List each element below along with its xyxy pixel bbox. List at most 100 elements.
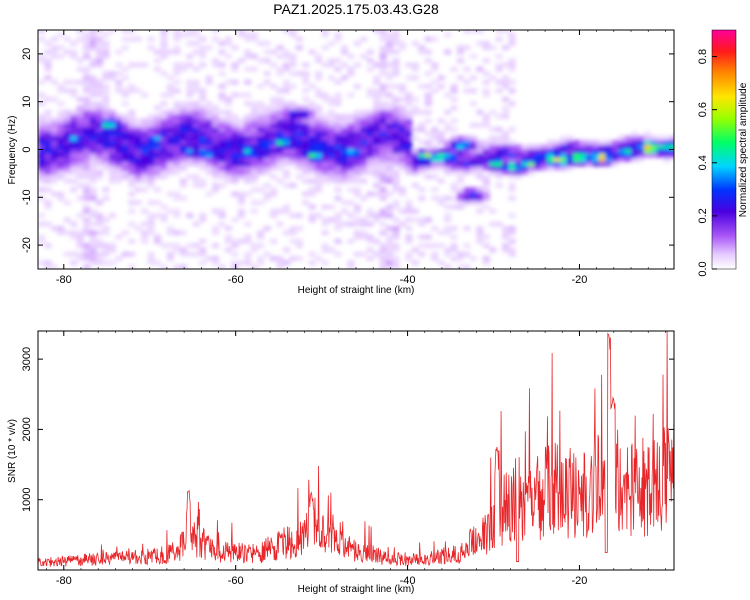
heatmap-cell <box>237 170 245 175</box>
heatmap-cell <box>495 127 503 132</box>
heatmap-cell <box>57 148 65 154</box>
heatmap-cell <box>276 260 284 266</box>
heatmap-cell <box>334 217 342 223</box>
heatmap-cell <box>379 161 387 167</box>
heatmap-cell <box>237 157 245 163</box>
heatmap-cell <box>308 213 316 218</box>
heatmap-cell <box>128 84 136 89</box>
heatmap-cell <box>199 62 207 68</box>
heatmap-cell <box>450 243 458 249</box>
heatmap-cell <box>257 135 265 141</box>
heatmap-cell <box>456 49 465 55</box>
heatmap-cell <box>366 221 374 227</box>
heatmap-cell <box>566 165 574 171</box>
heatmap-cell <box>186 114 194 120</box>
heatmap-cell <box>605 157 613 163</box>
heatmap-cell <box>489 208 497 214</box>
heatmap-cell <box>379 105 387 111</box>
heatmap-cell <box>57 101 65 107</box>
heatmap-cell <box>257 109 265 115</box>
heatmap-cell <box>502 139 510 145</box>
heatmap-cell <box>50 174 58 180</box>
heatmap-cell <box>328 131 336 137</box>
heatmap-cell <box>141 152 149 158</box>
heatmap-cell <box>57 230 65 236</box>
heatmap-cell <box>328 135 336 141</box>
heatmap-cell <box>134 165 142 171</box>
heatmap-cell <box>489 157 497 163</box>
heatmap-cell <box>231 161 239 167</box>
heatmap-cell <box>469 161 477 167</box>
heatmap-cell <box>63 161 71 167</box>
heatmap-cell <box>141 165 149 171</box>
heatmap-cell <box>263 148 271 154</box>
heatmap-cell <box>128 139 136 145</box>
heatmap-cell <box>424 243 432 249</box>
heatmap-cell <box>347 213 355 218</box>
heatmap-cell <box>57 152 65 158</box>
heatmap-cell <box>482 256 490 261</box>
heatmap-cell <box>250 53 258 59</box>
heatmap-cell <box>663 144 671 150</box>
heatmap-cell <box>76 182 84 188</box>
heatmap-cell <box>44 243 52 249</box>
heatmap-cell <box>482 45 490 51</box>
heatmap-cell <box>250 152 258 158</box>
heatmap-cell <box>160 92 168 98</box>
heatmap-cell <box>212 135 220 141</box>
heatmap-cell <box>237 122 245 128</box>
heatmap-cell <box>405 75 413 81</box>
heatmap-cell <box>224 109 232 115</box>
heatmap-cell <box>302 127 310 132</box>
heatmap-cell <box>289 238 297 244</box>
heatmap-cell <box>121 157 129 163</box>
heatmap-cell <box>282 204 290 210</box>
heatmap-cell <box>70 118 78 124</box>
heatmap-cell <box>347 66 355 72</box>
heatmap-cell <box>257 58 265 64</box>
heatmap-cell <box>134 152 142 158</box>
heatmap-cell <box>192 122 200 128</box>
heatmap-cell <box>237 208 245 214</box>
heatmap-cell <box>276 122 284 128</box>
heatmap-cell <box>398 148 407 154</box>
heatmap-cell <box>160 32 168 38</box>
heatmap-cell <box>398 135 407 141</box>
heatmap-cell <box>57 139 65 145</box>
heatmap-cell <box>244 32 252 38</box>
heatmap-cell <box>96 157 104 163</box>
heatmap-cell <box>76 30 84 33</box>
heatmap-cell <box>205 75 213 81</box>
heatmap-cell <box>450 256 458 261</box>
heatmap-cell <box>102 247 110 253</box>
heatmap-cell <box>44 135 52 141</box>
heatmap-cell <box>70 187 78 193</box>
heatmap-cell <box>205 165 213 171</box>
heatmap-cell <box>186 251 194 257</box>
heatmap-cell <box>624 157 632 163</box>
heatmap-cell <box>502 161 510 167</box>
heatmap-cell <box>147 165 155 171</box>
heatmap-cell <box>360 122 368 128</box>
heatmap-cell <box>166 161 174 167</box>
heatmap-cell <box>173 88 181 94</box>
heatmap-cell <box>199 182 207 188</box>
heatmap-cell <box>96 79 104 85</box>
heatmap-cell <box>173 79 181 85</box>
heatmap-cell <box>289 32 297 38</box>
heatmap-cell <box>282 152 290 158</box>
heatmap-cell <box>321 247 329 253</box>
heatmap-cell <box>224 118 232 124</box>
heatmap-cell <box>598 139 606 145</box>
colorbar-label: Normalized spectral amplitude <box>738 82 749 217</box>
heatmap-cell <box>379 127 387 132</box>
heatmap-cell <box>482 243 490 249</box>
heatmap-cell <box>108 165 116 171</box>
heatmap-cell <box>263 122 271 128</box>
heatmap-cell <box>102 71 110 77</box>
heatmap-cell <box>192 66 200 72</box>
heatmap-cell <box>431 79 439 85</box>
heatmap-cell <box>463 200 471 206</box>
heatmap-cell <box>353 40 361 46</box>
heatmap-cell <box>134 62 142 68</box>
